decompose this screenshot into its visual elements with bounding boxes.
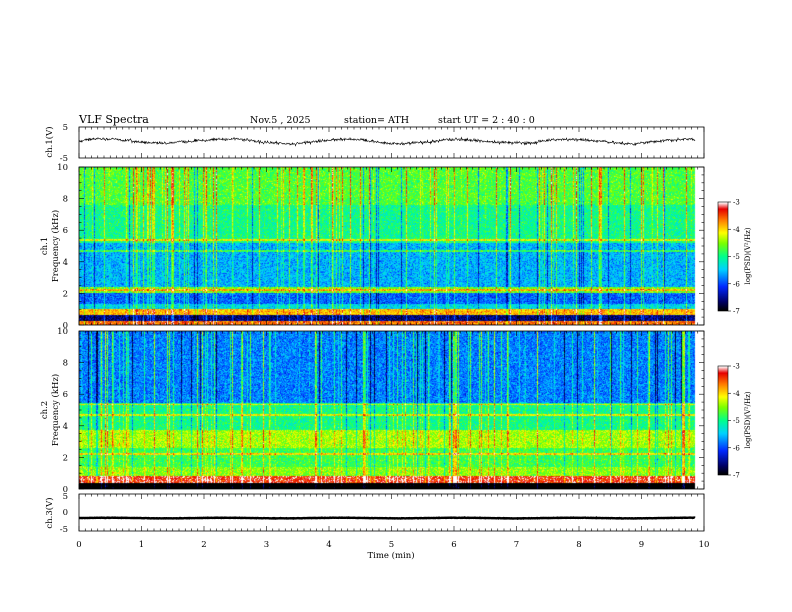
x-tick-label: 4 [326, 540, 331, 550]
ch2-colorbar: -3 -4 -5 -6 -7 log(PSD)(V²/Hz) [717, 363, 752, 480]
ch1-colorbar: -3 -4 -5 -6 -7 log(PSD)(V²/Hz) [717, 199, 752, 316]
ch1-spectrogram-panel: 0 2 4 6 8 10 ch.1 Frequency (kHz) [40, 163, 705, 331]
colorbar-tick-label: -4 [733, 390, 740, 398]
ch3-waveform-ylabel: ch.3(V) [44, 497, 55, 528]
ch2-spectrogram-panel: 0 2 4 6 8 10 ch.2 Frequency (kHz) [40, 327, 705, 495]
date-label: Nov.5 , 2025 [250, 115, 311, 126]
ch1-spectrogram-yticklabels: 0 2 4 6 8 10 [57, 163, 68, 331]
frequency-tick-label: 2 [63, 289, 68, 299]
colorbar-tick-label: -3 [733, 363, 740, 371]
frequency-tick-label: 0 [63, 321, 68, 331]
ch1-spectrogram-ticks [78, 166, 705, 326]
frequency-tick-label: 8 [63, 359, 68, 369]
ch2-colorbar-gradient [718, 366, 728, 475]
colorbar-tick-label: -6 [733, 280, 740, 288]
frequency-tick-label: 8 [63, 195, 68, 205]
ch1-waveform-ylabel: ch.1(V) [44, 126, 55, 157]
ch2-colorbar-label: log(PSD)(V²/Hz) [744, 391, 752, 448]
ch2-spectrogram-ylabel-frequency: Frequency (kHz) [50, 374, 61, 446]
ch1-waveform-line [78, 136, 696, 147]
x-tick-label: 10 [699, 540, 710, 550]
x-tick-label: 9 [639, 540, 644, 550]
ch3-waveform-frame [78, 493, 705, 532]
frequency-tick-label: 6 [63, 226, 68, 236]
frequency-tick-label: 10 [57, 327, 68, 337]
ch2-colorbar-ticks: -3 -4 -5 -6 -7 [728, 363, 740, 480]
ch3-waveform-line [79, 516, 696, 520]
frequency-tick-label: 2 [63, 453, 68, 463]
colorbar-tick-label: -6 [733, 444, 740, 452]
ch1-spectrogram-ylabel-channel: ch.1 [40, 237, 50, 255]
x-tick-label: 8 [576, 540, 581, 550]
ch1-spectrogram-ylabel-frequency: Frequency (kHz) [50, 210, 61, 282]
ch3-ytick-middle: 0 [63, 508, 68, 518]
ch2-spectrogram-image [79, 331, 704, 489]
colorbar-tick-label: -5 [733, 417, 740, 425]
x-axis-label: Time (min) [367, 550, 414, 561]
x-tick-label: 6 [451, 540, 456, 550]
ch1-waveform-panel: 5 -5 ch.1(V) [44, 123, 705, 164]
frequency-tick-label: 6 [63, 390, 68, 400]
ch3-waveform-ticks [78, 494, 705, 531]
ch1-colorbar-gradient [718, 202, 728, 311]
ch1-colorbar-label: log(PSD)(V²/Hz) [744, 227, 752, 284]
frequency-tick-label: 10 [57, 163, 68, 173]
ch3-ytick-bottom: -5 [60, 525, 68, 535]
station-label: station= ATH [344, 115, 409, 126]
frequency-tick-label: 0 [63, 485, 68, 495]
x-tick-label: 3 [264, 540, 269, 550]
ch1-waveform-ticks [78, 127, 705, 158]
colorbar-tick-label: -7 [733, 472, 740, 480]
colorbar-tick-label: -4 [733, 226, 740, 234]
x-tick-label: 1 [139, 540, 144, 550]
ch1-ytick-top: 5 [63, 123, 68, 133]
start-ut-label: start UT = 2 : 40 : 0 [438, 115, 535, 126]
ch1-ytick-bottom: -5 [60, 154, 68, 164]
frequency-tick-label: 4 [63, 422, 68, 432]
x-axis-tick-labels: 0 1 2 3 4 5 6 7 8 9 10 [76, 540, 709, 550]
colorbar-tick-label: -7 [733, 308, 740, 316]
ch2-spectrogram-ylabel-channel: ch.2 [40, 401, 50, 419]
x-tick-label: 5 [389, 540, 394, 550]
frequency-tick-label: 4 [63, 258, 68, 268]
ch3-ytick-top: 5 [63, 492, 68, 502]
ch2-spectrogram-yticklabels: 0 2 4 6 8 10 [57, 327, 68, 495]
ch3-waveform-panel: 5 0 -5 ch.3(V) [44, 492, 705, 535]
figure-title: VLF Spectra [78, 113, 149, 126]
colorbar-tick-label: -3 [733, 199, 740, 207]
x-tick-label: 2 [201, 540, 206, 550]
ch1-spectrogram-image [79, 167, 704, 325]
x-tick-label: 7 [514, 540, 519, 550]
ch2-spectrogram-ticks [78, 330, 705, 490]
ch1-colorbar-ticks: -3 -4 -5 -6 -7 [728, 199, 740, 316]
x-tick-label: 0 [76, 540, 81, 550]
colorbar-tick-label: -5 [733, 253, 740, 261]
